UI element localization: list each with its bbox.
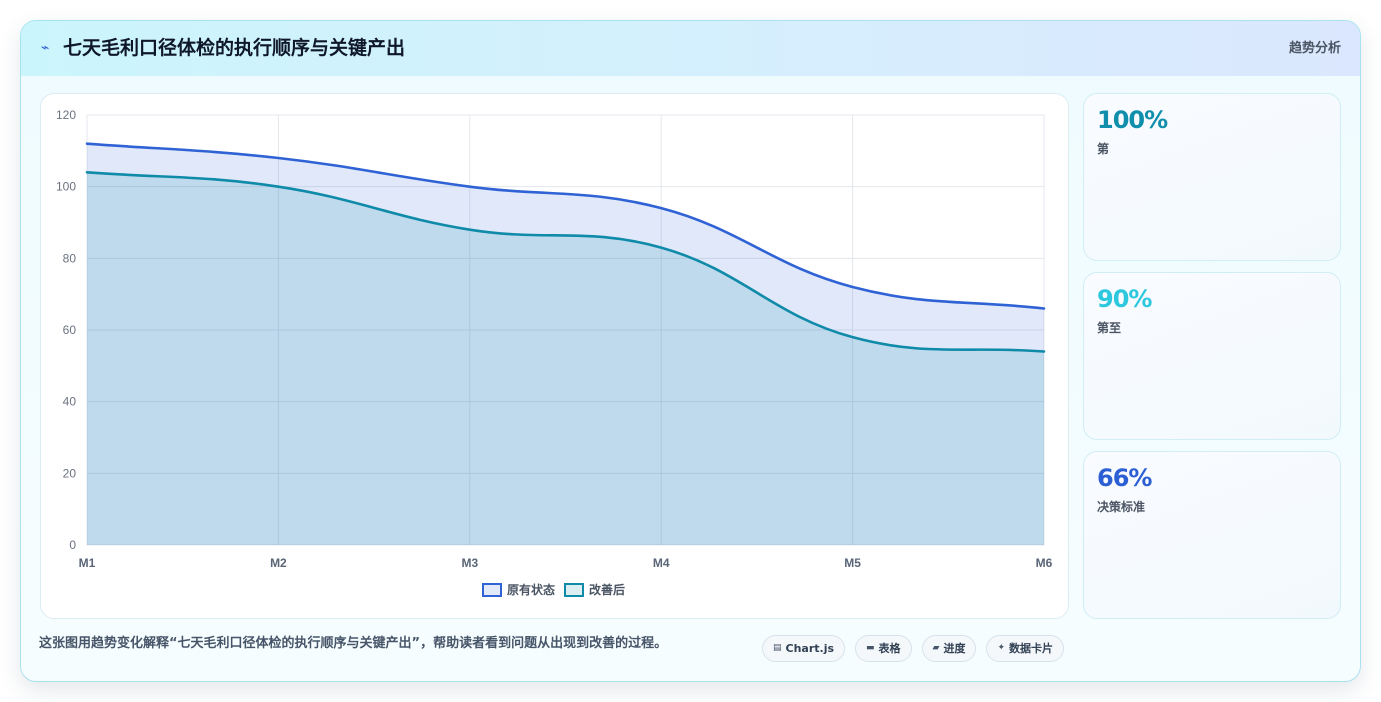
series-area-2 [87,172,1044,545]
trend-icon: ⌁ [41,40,50,56]
dashboard-card: ⌁ 七天毛利口径体检的执行顺序与关键产出 趋势分析 0 20 40 60 80 100 12… [20,20,1361,682]
y-tick-label: 60 [63,323,77,337]
y-tick-label: 100 [56,180,76,194]
table-icon: ▬ [866,643,875,653]
x-tick-label: M1 [79,556,96,570]
chart-icon: ▤ [773,643,782,653]
line-chart: 0 20 40 60 80 100 120 M1 M2 M3 M4 M5 M6 原有状态 改善后 [56,108,1053,597]
pill-chartjs: ▤ Chart.js [762,635,846,662]
series-area-1 [87,143,1044,545]
series-line-1 [85,142,1046,310]
y-tick-label: 40 [63,395,77,409]
stat-card: 90% 第至 [1083,272,1341,440]
stat-label: 决策标准 [1097,500,1146,514]
y-tick-label: 20 [63,466,77,480]
stat-value: 90% [1097,285,1152,313]
page-title: 七天毛利口径体检的执行顺序与关键产出 [63,37,406,59]
progress-icon: ▰ [932,643,940,653]
stat-card: 66% 决策标准 [1083,451,1341,619]
legend-item-1[interactable]: 原有状态 [482,582,555,597]
stat-label: 第至 [1097,321,1122,335]
legend-label: 改善后 [589,582,625,597]
stat-card: 100% 第 [1083,93,1341,261]
pill-label: 表格 [878,642,901,655]
y-tick-label: 0 [69,538,76,552]
tag-pills: ▤ Chart.js ▬ 表格 ▰ 进度 ✦ 数据卡片 [762,635,1065,662]
stat-label: 第 [1097,142,1110,156]
chart-caption: 这张图用趋势变化解释“七天毛利口径体检的执行顺序与关键产出”，帮助读者看到问题从… [39,636,668,651]
pill-label: 数据卡片 [1009,642,1054,655]
header-tag: 趋势分析 [1288,41,1341,56]
legend-swatch [564,583,584,597]
pill-label: Chart.js [785,642,835,655]
pill-table: ▬ 表格 [855,635,912,662]
x-tick-label: M3 [461,556,478,570]
legend-swatch [482,583,502,597]
stat-value: 100% [1097,106,1168,134]
y-tick-label: 80 [63,251,77,265]
chart-panel: 0 20 40 60 80 100 120 M1 M2 M3 M4 M5 M6 原有状态 改善后 [40,93,1069,619]
x-tick-label: M2 [270,556,287,570]
pill-data-cards: ✦ 数据卡片 [986,635,1065,662]
x-tick-label: M6 [1036,556,1053,570]
pill-label: 进度 [943,642,966,655]
legend-label: 原有状态 [507,582,555,597]
series-line-2 [85,171,1046,353]
y-tick-label: 120 [56,108,76,122]
sparkle-icon: ✦ [997,643,1006,653]
card-header: ⌁ 七天毛利口径体检的执行顺序与关键产出 趋势分析 [21,21,1360,76]
x-tick-label: M5 [844,556,861,570]
pill-progress: ▰ 进度 [921,635,977,662]
stat-value: 66% [1097,464,1152,492]
x-tick-label: M4 [653,556,670,570]
legend-item-2[interactable]: 改善后 [564,582,625,597]
